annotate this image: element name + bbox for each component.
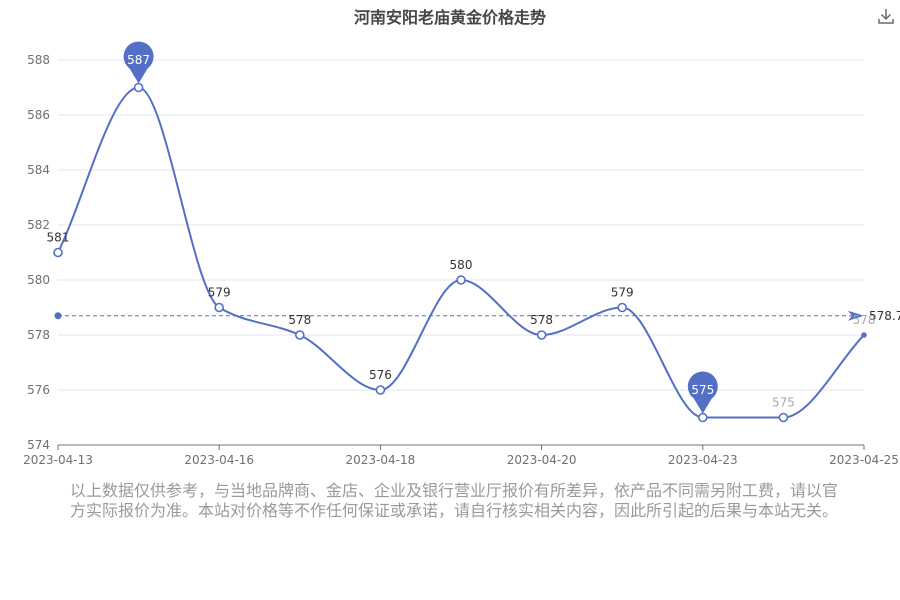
y-tick-label: 580 [27, 273, 50, 287]
data-label: 579 [611, 286, 634, 300]
y-tick-label: 588 [27, 53, 50, 67]
data-point [861, 332, 867, 338]
y-tick-label: 578 [27, 328, 50, 342]
download-icon[interactable] [876, 6, 896, 26]
min-mark-label: 575 [691, 383, 714, 397]
data-point [133, 82, 144, 93]
chart-title: 河南安阳老庙黄金价格走势 [353, 8, 546, 27]
data-point [214, 302, 224, 313]
data-label: 575 [772, 396, 795, 410]
mark-points: 587 575 [123, 41, 718, 414]
data-point [536, 330, 547, 340]
data-label: 576 [369, 368, 392, 382]
max-mark-pin [123, 41, 154, 84]
data-point [617, 302, 628, 313]
data-point [456, 275, 466, 285]
average-line-start-dot [54, 312, 62, 320]
data-point [53, 247, 63, 258]
data-label: 578 [530, 313, 553, 327]
x-tick-label: 2023-04-16 [184, 453, 254, 467]
y-tick-label: 586 [27, 108, 50, 122]
data-point [778, 412, 789, 423]
data-point [375, 385, 386, 395]
y-axis: 574 576 578 580 582 584 586 588 [27, 53, 50, 452]
y-tick-label: 576 [27, 383, 50, 397]
data-point [294, 330, 305, 340]
data-labels: 581 579 578 576 580 578 579 575 578 [47, 231, 876, 410]
data-label: 580 [450, 258, 473, 272]
data-label: 579 [208, 286, 231, 300]
data-point [697, 412, 708, 423]
series-line-group [53, 82, 867, 423]
max-mark-label: 587 [127, 53, 150, 67]
disclaimer-text: 以上数据仅供参考，与当地品牌商、金店、企业及银行营业厅报价有所差异，依产品不同需… [70, 481, 839, 520]
average-line-arrow [848, 310, 864, 321]
x-tick-label: 2023-04-13 [23, 453, 93, 467]
y-tick-label: 574 [27, 438, 50, 452]
min-mark-pin [687, 371, 718, 414]
series-line [57, 86, 865, 419]
x-tick-label: 2023-04-23 [668, 453, 738, 467]
data-label: 578 [853, 313, 876, 327]
x-tick-label: 2023-04-18 [346, 453, 416, 467]
grid-lines [58, 59, 864, 391]
data-label: 581 [47, 231, 70, 245]
y-tick-label: 584 [27, 163, 50, 177]
y-tick-label: 582 [27, 218, 50, 232]
average-mark-line: 578.7 [54, 309, 900, 323]
data-label: 578 [288, 313, 311, 327]
x-tick-label: 2023-04-25 [829, 453, 899, 467]
x-tick-label: 2023-04-20 [507, 453, 577, 467]
average-line-label: 578.7 [869, 309, 900, 323]
x-axis: 2023-04-13 2023-04-16 2023-04-18 2023-04-20… [23, 444, 899, 467]
